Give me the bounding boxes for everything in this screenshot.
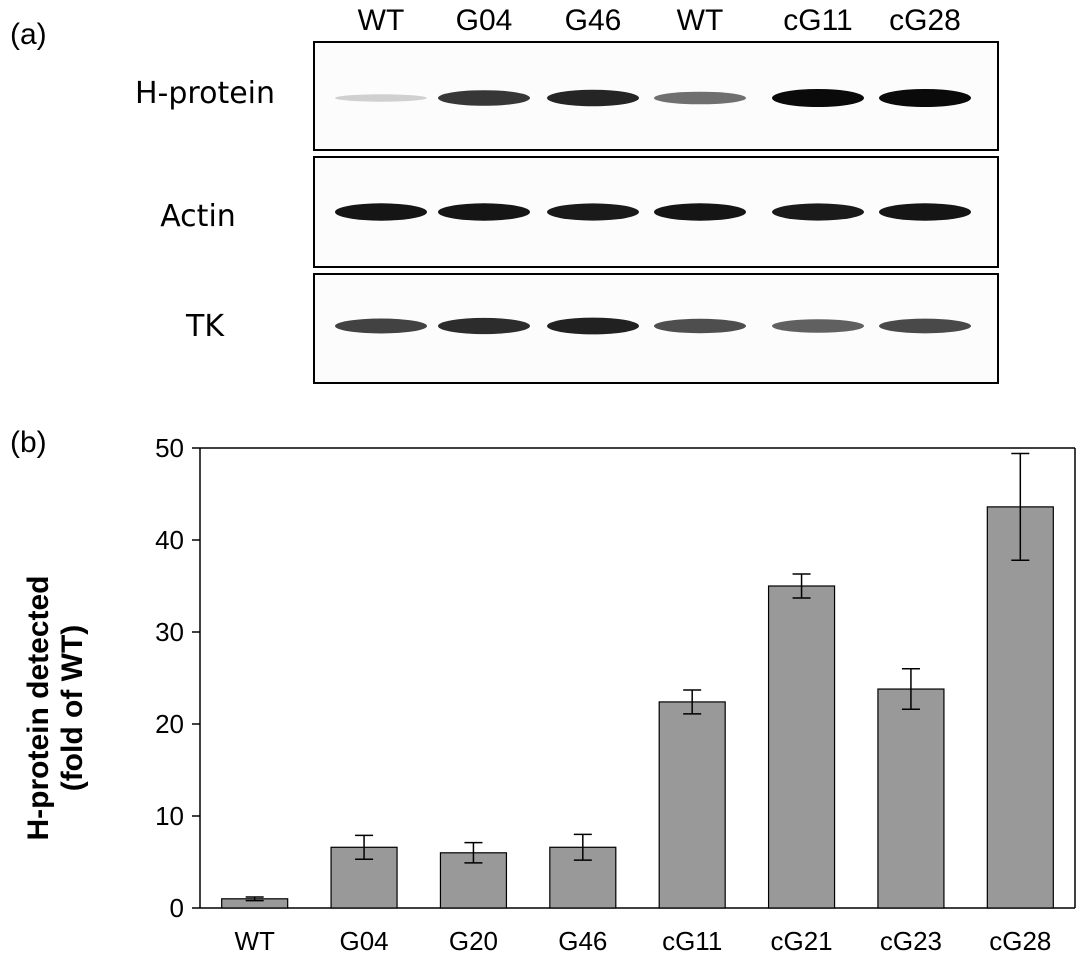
lane-label: cG11 <box>783 4 852 37</box>
blot-band <box>335 318 427 334</box>
y-tick-label: 20 <box>155 709 184 739</box>
lane-label: G46 <box>565 4 622 37</box>
lane-label: WT <box>358 4 405 37</box>
blot-band <box>335 94 427 102</box>
x-tick-label: WT <box>234 926 275 956</box>
y-tick-label: 0 <box>170 893 184 923</box>
y-axis-title-line1: H-protein detected <box>22 575 55 840</box>
x-tick-label: G46 <box>558 926 607 956</box>
blot-band <box>654 203 746 221</box>
blot-band <box>879 318 971 334</box>
bar-cG21 <box>767 585 836 909</box>
y-axis-title-line2: (fold of WT) <box>56 625 89 792</box>
bar-cG23 <box>877 688 945 909</box>
y-tick-label: 40 <box>155 525 184 555</box>
x-tick-label: cG23 <box>880 926 942 956</box>
lane-label: cG28 <box>889 4 961 37</box>
blot-1: Actin <box>160 156 999 268</box>
blot-2: TK <box>185 273 999 384</box>
x-tick-label: cG28 <box>989 926 1051 956</box>
x-tick-label: cG21 <box>770 926 832 956</box>
blot-label: H-protein <box>135 76 275 111</box>
blot-band <box>547 89 639 107</box>
panel-a-label: (a) <box>10 18 47 51</box>
y-tick-label: 10 <box>155 801 184 831</box>
blot-0: H-protein <box>135 41 999 151</box>
lane-label: WT <box>677 4 724 37</box>
blot-band <box>335 203 427 221</box>
x-tick-label: G04 <box>339 926 388 956</box>
x-tick-label: G20 <box>449 926 498 956</box>
panel-b-label: (b) <box>10 426 47 459</box>
y-axis-ticks: 0 10 20 30 40 50 <box>155 433 200 923</box>
blot-band <box>547 203 639 221</box>
blot-label: TK <box>185 309 225 344</box>
blot-band <box>438 90 530 106</box>
blot-band <box>654 91 746 105</box>
y-tick-label: 30 <box>155 617 184 647</box>
blot-band <box>547 317 639 335</box>
lane-label: G04 <box>456 4 513 37</box>
blot-band <box>772 89 864 107</box>
x-tick-label: cG11 <box>662 926 722 956</box>
bars <box>221 452 1054 909</box>
blot-band <box>772 319 864 333</box>
blot-label: Actin <box>160 199 236 234</box>
bar-cG28 <box>986 506 1054 909</box>
bar-cG11 <box>658 701 726 909</box>
y-axis-title: H-protein detected (fold of WT) <box>22 575 89 840</box>
y-tick-label: 50 <box>155 433 184 463</box>
western-blots: H-protein Actin TK <box>135 41 999 384</box>
blot-band <box>772 203 864 221</box>
blot-band <box>438 317 530 335</box>
x-axis-labels: WT G04 G20 G46 cG11 cG21 cG23 cG28 <box>234 926 1051 956</box>
blot-band <box>654 318 746 334</box>
blot-band <box>879 203 971 221</box>
blot-band <box>438 203 530 221</box>
blot-band <box>879 89 971 107</box>
lane-labels: WT G04 G46 WT cG11 cG28 <box>358 4 961 37</box>
